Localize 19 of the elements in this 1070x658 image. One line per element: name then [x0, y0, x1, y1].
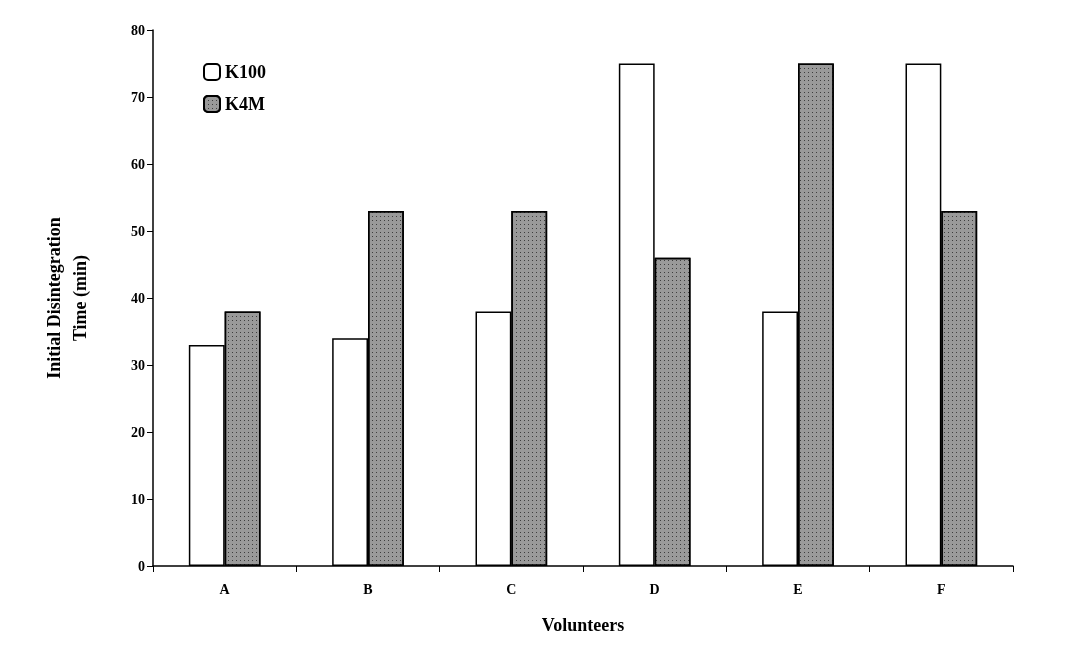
y-tick-label: 50	[131, 223, 145, 239]
x-tick-label: D	[649, 581, 660, 597]
y-tick-label: 60	[131, 156, 145, 172]
y-tick-label: 80	[131, 22, 145, 38]
y-tick-label: 10	[131, 491, 145, 507]
x-tick-label: C	[506, 581, 517, 597]
y-tick-label: 20	[131, 424, 145, 440]
legend-label: K100	[225, 62, 267, 82]
x-axis-title: Volunteers	[541, 615, 625, 635]
x-tick-label: A	[219, 581, 231, 597]
y-tick-label: 0	[138, 558, 145, 574]
x-tick-label: F	[937, 581, 946, 597]
y-axis-title: Initial Disintegration Time (min)	[44, 217, 91, 379]
x-tick-label: E	[793, 581, 803, 597]
y-tick-label: 70	[131, 89, 145, 105]
y-tick-label: 40	[131, 290, 145, 306]
x-tick-label: B	[363, 581, 373, 597]
legend-label: K4M	[225, 94, 265, 114]
y-tick-label: 30	[131, 357, 145, 373]
